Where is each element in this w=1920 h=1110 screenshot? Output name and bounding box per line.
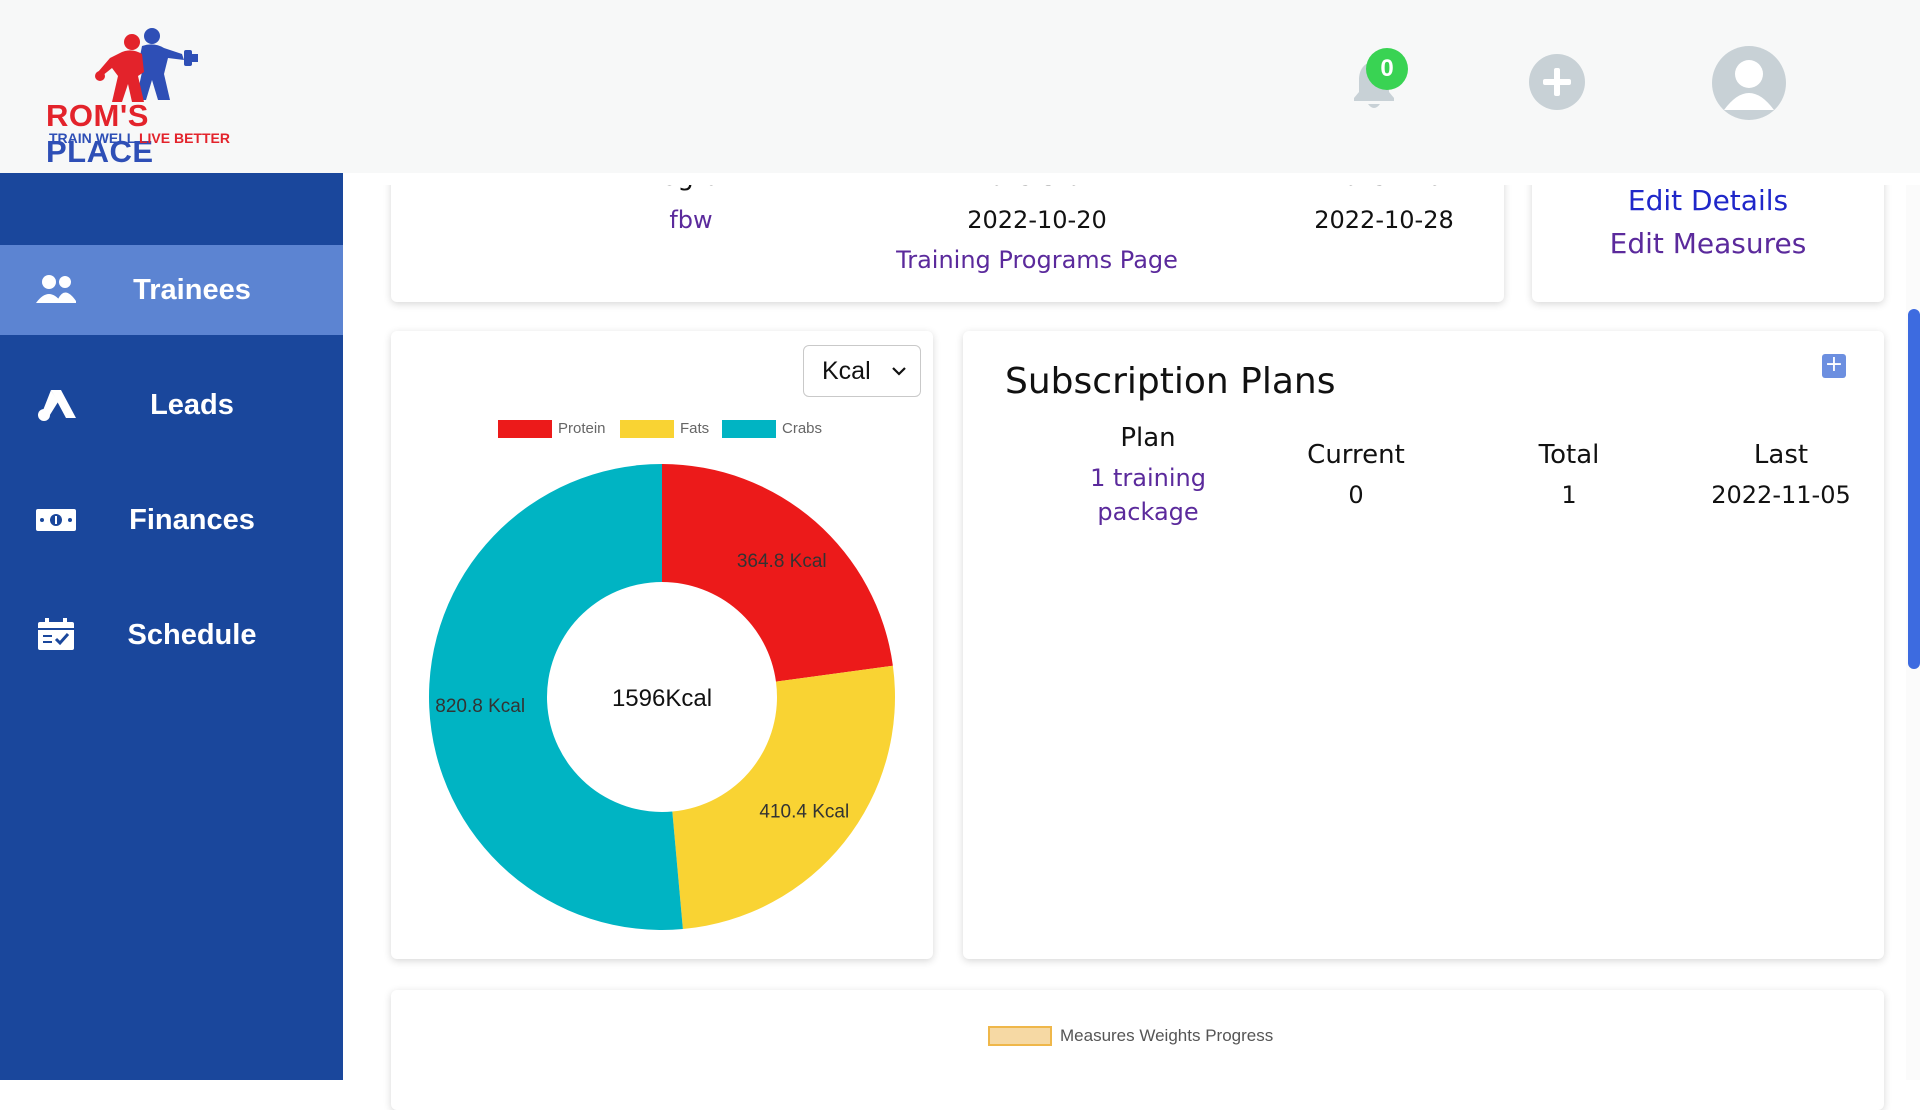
last-header: Last xyxy=(1753,440,1809,470)
sidebar-item-label: Trainees xyxy=(133,274,251,306)
sidebar-item-label: Leads xyxy=(150,389,234,421)
calendar-check-icon xyxy=(38,618,74,650)
nutrition-donut-chart: 364.8 Kcal 410.4 Kcal 820.8 Kcal 1596Kcal xyxy=(428,464,895,931)
legend-label: Protein xyxy=(558,420,606,437)
users-icon xyxy=(36,275,76,303)
donut-data-label: 364.8 Kcal xyxy=(737,551,827,572)
total-header: Total xyxy=(1538,440,1600,470)
current-value: 0 xyxy=(1348,481,1364,509)
leads-icon xyxy=(38,390,76,421)
user-avatar-icon xyxy=(1724,60,1774,110)
user-avatar[interactable] xyxy=(1712,46,1786,120)
donut-center-total: 1596Kcal xyxy=(612,685,712,712)
training-programs-link[interactable]: Training Programs Page xyxy=(896,246,1178,274)
plan-name-line2: package xyxy=(1097,498,1199,526)
nutrition-chart-card: Kcal Protein Fats Crabs 364.8 Kcal 410.4 … xyxy=(391,331,933,959)
legend-label: Crabs xyxy=(782,420,823,437)
plan-header: Plan xyxy=(1120,423,1176,453)
sidebar-item-label: Schedule xyxy=(127,619,257,651)
brand-name: ROM'S PLACE xyxy=(46,98,154,169)
current-header: Current xyxy=(1307,440,1405,470)
header-clip xyxy=(343,173,1920,185)
brand-tagline: TRAIN WELL LIVE BETTER xyxy=(49,130,230,146)
notification-count-badge: 0 xyxy=(1366,48,1408,90)
legend-swatch xyxy=(722,420,776,438)
legend-swatch xyxy=(988,1026,1052,1046)
add-subscription-button[interactable]: + xyxy=(1822,354,1846,378)
brand-logo-figures-icon xyxy=(95,28,198,102)
donut-slice-protein[interactable] xyxy=(662,464,893,682)
plus-icon xyxy=(1543,68,1571,96)
cash-icon xyxy=(36,509,76,531)
legend-swatch xyxy=(620,420,674,438)
brand-logo[interactable]: ROM'S PLACE TRAIN WELL LIVE BETTER xyxy=(46,26,246,169)
edit-details-link[interactable]: Edit Details xyxy=(1627,184,1789,217)
measures-chart-card: Measures Weights Progress xyxy=(391,990,1884,1110)
donut-slice-fats[interactable] xyxy=(672,665,895,930)
legend-swatch xyxy=(498,420,552,438)
donut-data-label: 410.4 Kcal xyxy=(759,801,849,822)
last-value: 2022-11-05 xyxy=(1711,481,1851,509)
sidebar-item-leads[interactable]: Leads xyxy=(0,360,343,450)
date-start-value: 2022-10-20 xyxy=(967,206,1107,234)
sidebar: Trainees Leads Finances Schedule xyxy=(0,173,343,1080)
plan-name-line1: 1 training xyxy=(1090,464,1206,492)
plan-link[interactable]: 1 training package xyxy=(1023,461,1273,529)
subscription-plans-title: Subscription Plans xyxy=(1005,361,1336,402)
chevron-down-icon xyxy=(892,367,906,376)
legend-label: Measures Weights Progress xyxy=(1060,1026,1274,1045)
sidebar-item-schedule[interactable]: Schedule xyxy=(0,590,343,680)
top-header: ROM'S PLACE TRAIN WELL LIVE BETTER 0 xyxy=(0,0,1920,173)
unit-select-value: Kcal xyxy=(822,357,871,385)
sidebar-item-trainees[interactable]: Trainees xyxy=(0,245,343,335)
donut-slice-crabs[interactable] xyxy=(428,464,683,931)
unit-select[interactable]: Kcal xyxy=(803,345,921,397)
program-link[interactable]: fbw xyxy=(669,206,713,234)
edit-measures-link[interactable]: Edit Measures xyxy=(1609,227,1807,260)
legend-label: Fats xyxy=(680,420,710,437)
sidebar-item-label: Finances xyxy=(129,504,255,536)
chart-legend: Protein Fats Crabs xyxy=(498,419,858,439)
donut-data-label: 820.8 Kcal xyxy=(435,696,525,717)
sidebar-item-finances[interactable]: Finances xyxy=(0,475,343,565)
total-value: 1 xyxy=(1561,481,1577,509)
subscription-plans-card: Subscription Plans + Plan Current Total … xyxy=(963,331,1884,959)
add-button[interactable] xyxy=(1529,54,1585,110)
scrollbar-thumb[interactable] xyxy=(1908,309,1920,669)
date-end-value: 2022-10-28 xyxy=(1314,206,1454,234)
